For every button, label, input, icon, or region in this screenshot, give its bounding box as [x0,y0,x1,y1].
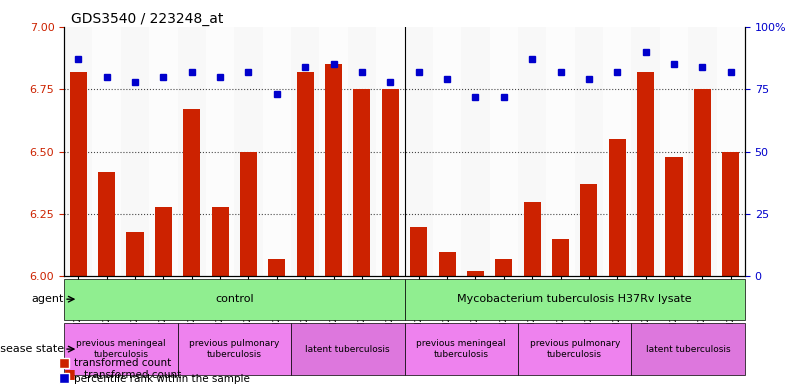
Bar [320,27,348,276]
Bar [240,152,257,276]
Bar [631,27,660,276]
Bar [127,232,143,276]
Bar [489,27,518,276]
FancyBboxPatch shape [64,279,405,319]
Bar [609,139,626,276]
Bar [546,27,575,276]
Bar [263,27,291,276]
Bar [603,27,631,276]
Text: ■: ■ [64,367,76,380]
Bar [552,239,569,276]
Bar [206,27,234,276]
Text: latent tuberculosis: latent tuberculosis [646,344,731,354]
Bar [291,27,320,276]
FancyBboxPatch shape [178,323,291,375]
Text: Mycobacterium tuberculosis H37Rv lysate: Mycobacterium tuberculosis H37Rv lysate [457,294,692,304]
Bar [723,152,739,276]
Text: previous pulmonary
tuberculosis: previous pulmonary tuberculosis [529,339,620,359]
Legend: transformed count, percentile rank within the sample: transformed count, percentile rank withi… [56,354,254,384]
Bar [70,72,87,276]
Bar [211,207,228,276]
Bar [717,27,745,276]
Bar [268,259,285,276]
Bar [575,27,603,276]
Bar [581,184,598,276]
Text: previous meningeal
tuberculosis: previous meningeal tuberculosis [76,339,166,359]
FancyBboxPatch shape [405,279,745,319]
Text: disease state: disease state [0,344,64,354]
Bar [353,89,370,276]
Bar [495,259,513,276]
Bar [149,27,178,276]
Bar [348,27,376,276]
Bar [439,252,456,276]
Bar [64,27,92,276]
Text: latent tuberculosis: latent tuberculosis [305,344,390,354]
Bar [660,27,688,276]
Bar [325,65,342,276]
Bar [688,27,717,276]
Bar [155,207,172,276]
Bar [666,157,682,276]
Text: transformed count: transformed count [84,370,181,380]
Text: control: control [215,294,254,304]
Bar [524,202,541,276]
Bar [467,271,484,276]
Text: agent: agent [32,294,64,304]
Bar [183,109,200,276]
Bar [121,27,149,276]
Text: previous pulmonary
tuberculosis: previous pulmonary tuberculosis [189,339,280,359]
FancyBboxPatch shape [291,323,405,375]
Bar [382,89,399,276]
Bar [98,172,115,276]
Bar [405,27,433,276]
Bar [433,27,461,276]
Bar [461,27,489,276]
FancyBboxPatch shape [64,323,178,375]
Text: previous meningeal
tuberculosis: previous meningeal tuberculosis [417,339,506,359]
FancyBboxPatch shape [518,323,631,375]
Bar [234,27,263,276]
Bar [92,27,121,276]
FancyBboxPatch shape [405,323,518,375]
Bar [518,27,546,276]
Text: GDS3540 / 223248_at: GDS3540 / 223248_at [70,12,223,26]
Bar [376,27,405,276]
FancyBboxPatch shape [631,323,745,375]
Bar [296,72,314,276]
Bar [410,227,427,276]
Bar [694,89,711,276]
Bar [637,72,654,276]
Bar [178,27,206,276]
